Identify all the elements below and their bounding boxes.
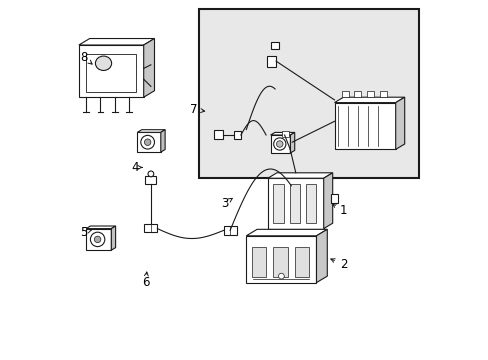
Polygon shape [267, 173, 332, 178]
Bar [330, 194, 337, 203]
Bar [341, 91, 348, 97]
Polygon shape [267, 178, 323, 229]
Bar [144, 224, 157, 232]
Polygon shape [246, 236, 316, 283]
Text: 1: 1 [339, 204, 346, 217]
Bar [145, 176, 156, 184]
Polygon shape [334, 97, 404, 103]
Bar [266, 56, 276, 67]
Bar [281, 131, 288, 137]
Polygon shape [290, 132, 294, 153]
Circle shape [94, 236, 101, 243]
Bar [273, 184, 284, 223]
Bar [294, 247, 309, 277]
Bar [213, 130, 223, 139]
Bar [223, 226, 236, 235]
Polygon shape [137, 132, 161, 152]
Bar [273, 247, 287, 277]
Bar [199, 9, 418, 178]
Bar [233, 131, 241, 139]
Bar [379, 91, 386, 97]
Polygon shape [323, 173, 332, 229]
Polygon shape [143, 39, 154, 97]
Polygon shape [334, 103, 395, 149]
Ellipse shape [95, 56, 111, 71]
Text: 3: 3 [221, 197, 228, 210]
Bar [251, 247, 265, 277]
Bar [289, 184, 300, 223]
Circle shape [90, 232, 104, 247]
Polygon shape [111, 226, 115, 250]
Text: 8: 8 [81, 51, 88, 64]
Circle shape [278, 273, 284, 279]
Text: 6: 6 [142, 276, 149, 289]
Polygon shape [395, 97, 404, 149]
Text: 5: 5 [81, 226, 88, 239]
Text: 2: 2 [339, 258, 346, 271]
Polygon shape [270, 132, 294, 135]
Polygon shape [161, 130, 165, 152]
Bar [354, 91, 361, 97]
Bar [305, 184, 316, 223]
Circle shape [273, 138, 285, 150]
Text: 4: 4 [131, 161, 138, 174]
Polygon shape [79, 39, 154, 45]
Polygon shape [86, 229, 111, 250]
Bar [271, 42, 279, 49]
Polygon shape [270, 135, 290, 153]
Circle shape [141, 135, 154, 149]
Circle shape [148, 171, 153, 177]
Polygon shape [316, 229, 326, 283]
Bar [366, 91, 373, 97]
Text: 7: 7 [190, 103, 198, 116]
Circle shape [276, 141, 283, 147]
Polygon shape [246, 229, 326, 236]
Polygon shape [137, 130, 165, 132]
Polygon shape [86, 226, 115, 229]
Circle shape [144, 139, 151, 145]
Polygon shape [79, 45, 143, 97]
